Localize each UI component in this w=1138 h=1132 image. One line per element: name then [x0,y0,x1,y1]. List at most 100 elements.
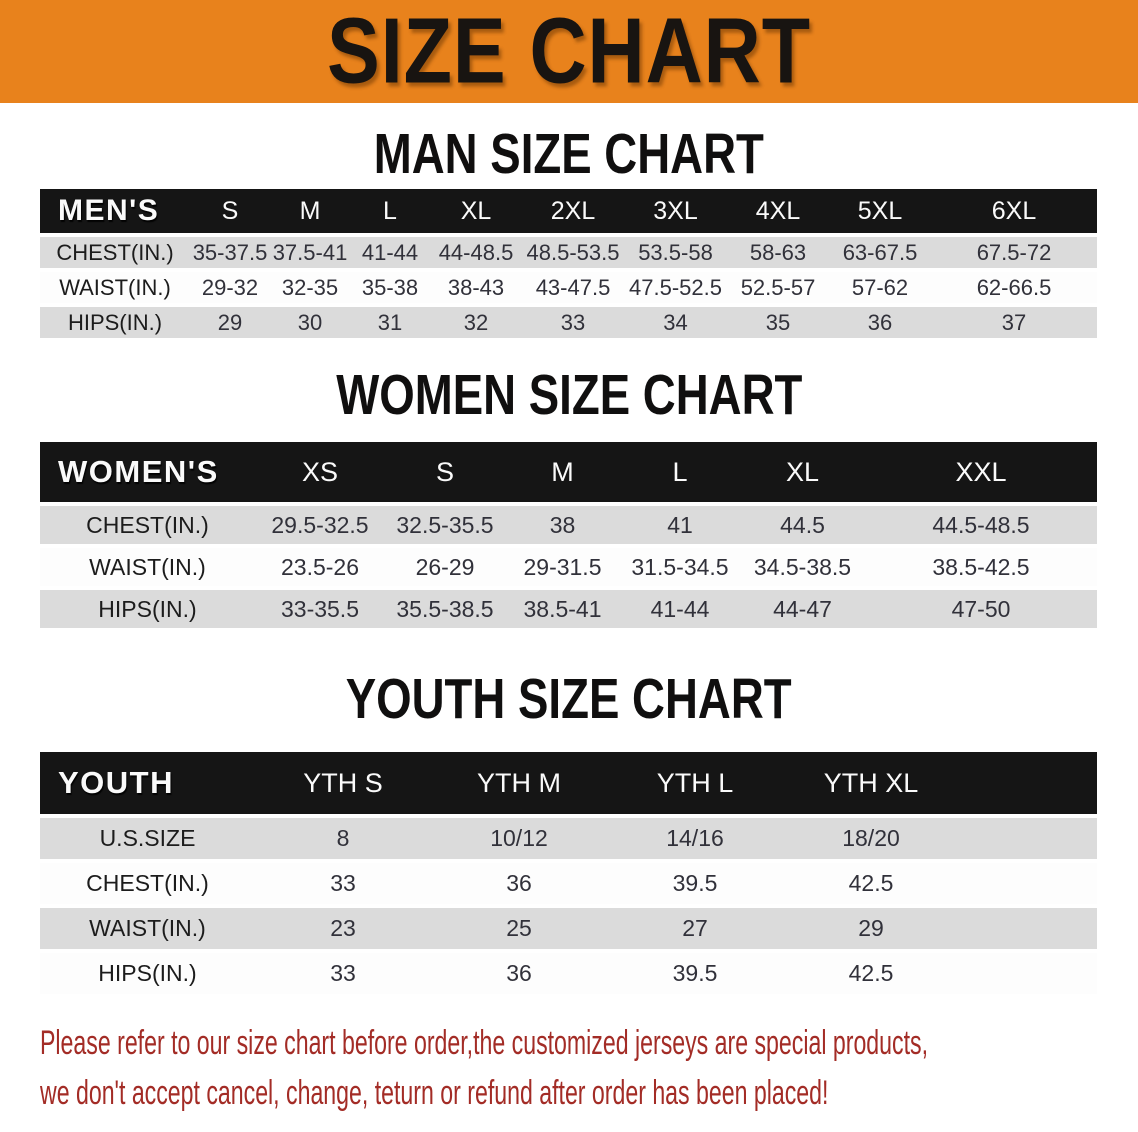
cell-value: 67.5-72 [931,233,1097,270]
cell-value: 47.5-52.5 [624,268,727,305]
cell-value: 39.5 [607,949,783,994]
women-size-table: WOMEN'S XS S M L XL XXL CHEST(IN.) 29.5-32.5 32.5… [40,442,1097,628]
column-header: YTH S [255,752,431,816]
cell-value: 37 [931,303,1097,338]
table-row: HIPS(IN.) 33-35.5 35.5-38.5 38.5-41 41-44 44-… [40,586,1097,628]
table-row: HIPS(IN.) 29 30 31 32 33 34 35 36 37 [40,303,1097,338]
cell-value: 58-63 [727,233,829,270]
table-row: CHEST(IN.) 35-37.5 37.5-41 41-44 44-48.5 48.5… [40,233,1097,270]
cell-value: 35-37.5 [190,233,270,270]
cell-value: 27 [607,904,783,951]
header-row: YOUTH YTH S YTH M YTH L YTH XL [40,752,1097,816]
row-label: HIPS(IN.) [40,949,255,994]
section-title-text: YOUTH SIZE CHART [346,667,792,731]
column-header: 6XL [931,189,1097,235]
section-title-youth: YOUTH SIZE CHART [0,668,1138,730]
cell-value: 36 [431,859,607,906]
men-size-table: MEN'S S M L XL 2XL 3XL 4XL 5XL 6XL CHEST(IN.) 35-37… [40,189,1097,338]
column-header: M [270,189,350,235]
cell-value: 36 [431,949,607,994]
table-row: CHEST(IN.) 33 36 39.5 42.5 [40,859,1097,906]
cell-value: 42.5 [783,949,959,994]
cell-value: 48.5-53.5 [522,233,624,270]
row-label: WAIST(IN.) [40,268,190,305]
cell-value: 31 [350,303,430,338]
cell-value: 29 [783,904,959,951]
cell-value: 8 [255,814,431,861]
table-title-cell: WOMEN'S [40,442,255,504]
row-label: CHEST(IN.) [40,502,255,546]
cell-value: 41-44 [350,233,430,270]
cell-value: 32 [430,303,522,338]
column-header: L [350,189,430,235]
header-row: WOMEN'S XS S M L XL XXL [40,442,1097,504]
column-header: L [620,442,740,504]
cell-value: 43-47.5 [522,268,624,305]
cell-value: 41 [620,502,740,546]
cell-value: 29 [190,303,270,338]
cell-value: 29.5-32.5 [255,502,385,546]
table-row: U.S.SIZE 8 10/12 14/16 18/20 [40,814,1097,861]
table-row: CHEST(IN.) 29.5-32.5 32.5-35.5 38 41 44.5 44.5… [40,502,1097,546]
cell-value: 33 [255,949,431,994]
column-header: S [190,189,270,235]
table-title-cell: YOUTH [40,752,255,816]
cell-value: 23 [255,904,431,951]
cell-value: 47-50 [865,586,1097,628]
cell-value: 44-48.5 [430,233,522,270]
youth-size-table: YOUTH YTH S YTH M YTH L YTH XL U.S.SIZE 8 10/12… [40,752,1097,994]
row-label: WAIST(IN.) [40,544,255,588]
cell-value: 26-29 [385,544,505,588]
column-header: S [385,442,505,504]
section-title-text: WOMEN SIZE CHART [335,363,803,427]
cell-value: 23.5-26 [255,544,385,588]
cell-value: 62-66.5 [931,268,1097,305]
column-header: YTH M [431,752,607,816]
spacer-cell [959,859,1097,906]
cell-value: 10/12 [431,814,607,861]
cell-value: 18/20 [783,814,959,861]
cell-value: 37.5-41 [270,233,350,270]
column-header: 2XL [522,189,624,235]
column-header: XL [740,442,865,504]
cell-value: 63-67.5 [829,233,931,270]
cell-value: 52.5-57 [727,268,829,305]
table-title-cell: MEN'S [40,189,190,235]
cell-value: 44.5 [740,502,865,546]
column-header: 4XL [727,189,829,235]
column-header: YTH L [607,752,783,816]
size-chart-banner: SIZE CHART [0,0,1138,103]
cell-value: 35-38 [350,268,430,305]
disclaimer-line-1: Please refer to our size chart before or… [40,1024,928,1062]
cell-value: 25 [431,904,607,951]
column-header: XS [255,442,385,504]
cell-value: 57-62 [829,268,931,305]
cell-value: 34.5-38.5 [740,544,865,588]
spacer-cell [959,904,1097,951]
cell-value: 35 [727,303,829,338]
column-header: 3XL [624,189,727,235]
header-row: MEN'S S M L XL 2XL 3XL 4XL 5XL 6XL [40,189,1097,235]
table-row: WAIST(IN.) 23.5-26 26-29 29-31.5 31.5-34.5 34… [40,544,1097,588]
disclaimer: Please refer to our size chart before or… [40,1018,1138,1118]
table-row: WAIST(IN.) 29-32 32-35 35-38 38-43 43-47.5 47.… [40,268,1097,305]
cell-value: 44.5-48.5 [865,502,1097,546]
row-label: CHEST(IN.) [40,233,190,270]
cell-value: 38-43 [430,268,522,305]
cell-value: 38.5-42.5 [865,544,1097,588]
spacer-cell [959,949,1097,994]
column-header: M [505,442,620,504]
section-title-men: MAN SIZE CHART [0,123,1138,185]
cell-value: 39.5 [607,859,783,906]
cell-value: 33 [522,303,624,338]
cell-value: 29-32 [190,268,270,305]
size-chart-sections: MAN SIZE CHART MEN'S S M L XL 2XL 3XL 4XL 5XL 6XL C… [0,123,1138,994]
cell-value: 34 [624,303,727,338]
row-label: CHEST(IN.) [40,859,255,906]
cell-value: 31.5-34.5 [620,544,740,588]
cell-value: 32-35 [270,268,350,305]
section-title-women: WOMEN SIZE CHART [0,364,1138,426]
row-label: HIPS(IN.) [40,586,255,628]
column-header: YTH XL [783,752,959,816]
cell-value: 30 [270,303,350,338]
